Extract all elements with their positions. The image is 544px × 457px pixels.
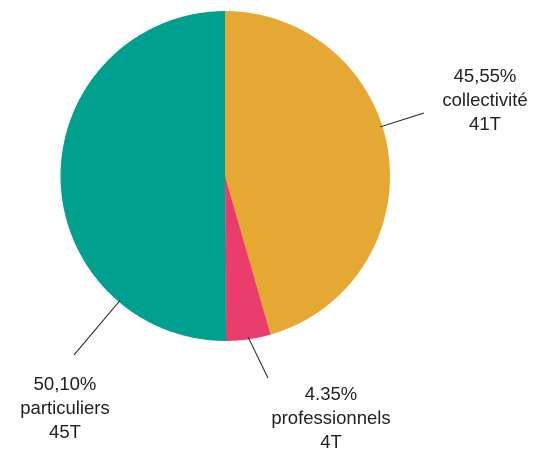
slice-label-collectivite: 45,55% collectivité 41T: [423, 64, 544, 136]
leader-line-professionnels: [247, 337, 269, 379]
leader-lines: [73, 112, 425, 379]
slice-category-professionnels: professionnels: [271, 407, 391, 428]
slice-percent-professionnels: 4.35%: [304, 383, 358, 404]
slice-percent-collectivite: 45,55%: [453, 65, 517, 86]
slice-label-particuliers: 50,10% particuliers 45T: [2, 372, 128, 444]
slice-category-collectivite: collectivité: [442, 89, 528, 110]
slice-percent-particuliers: 50,10%: [33, 373, 97, 394]
slice-tonnage-professionnels: 4T: [320, 431, 342, 452]
slice-category-particuliers: particuliers: [20, 397, 110, 418]
slice-tonnage-collectivite: 41T: [469, 113, 501, 134]
slice-label-professionnels: 4.35% professionnels 4T: [246, 382, 416, 454]
pie-slice-particuliers: [60, 11, 227, 342]
pie-slice-collectivite: [225, 11, 390, 335]
leader-line-collectivite: [380, 112, 425, 128]
pie-slices: [60, 11, 390, 342]
slice-tonnage-particuliers: 45T: [49, 421, 81, 442]
pie-slice-professionnels: [225, 176, 271, 341]
leader-line-particuliers: [73, 300, 121, 356]
